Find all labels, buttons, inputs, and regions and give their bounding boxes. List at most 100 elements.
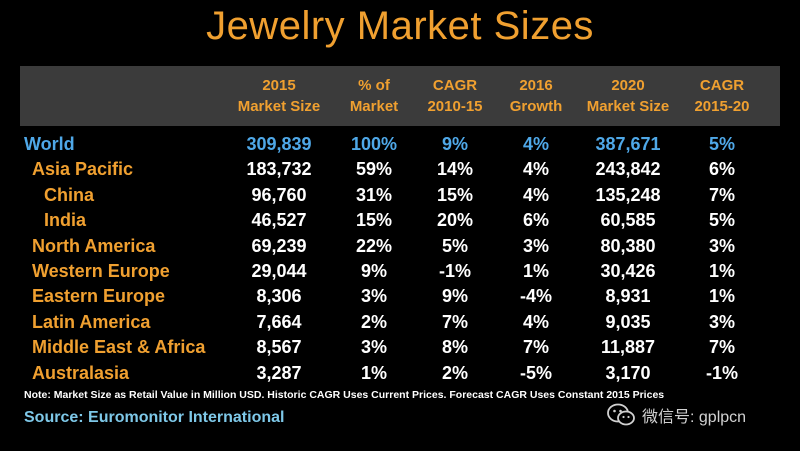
table-cell: 8%	[441, 337, 468, 358]
region-label: Latin America	[32, 311, 151, 332]
table-cell: 6%	[708, 159, 735, 180]
table-cell: 9%	[441, 286, 468, 307]
table-cell: 243,842	[595, 159, 661, 180]
column-header-5: 2020 Market Size	[568, 66, 688, 126]
table-cell: 7%	[708, 184, 735, 205]
table-cell: 3%	[360, 286, 387, 307]
table-row: Australasia 3,287 1% 2% -5% 3,170 -1%	[0, 361, 800, 386]
region-label: Eastern Europe	[32, 286, 166, 307]
table-cell: 22%	[355, 235, 393, 256]
table-cell: 100%	[350, 134, 398, 154]
table-cell: -5%	[519, 362, 552, 383]
table-row: China 96,760 31% 15% 4% 135,248 7%	[0, 183, 800, 208]
table-cell: 4%	[522, 134, 549, 154]
column-header-line: CAGR	[699, 77, 745, 94]
table-cell: 59%	[355, 159, 393, 180]
table-cell: 4%	[522, 311, 549, 332]
source-line: Source: Euromonitor International	[24, 409, 285, 426]
column-header-line: 2015	[262, 77, 296, 94]
table-cell: 2%	[441, 362, 468, 383]
region-label: World	[24, 134, 75, 154]
table-cell: 1%	[360, 362, 387, 383]
table-row: North America 69,239 22% 5% 3% 80,380 3%	[0, 234, 800, 259]
region-label: North America	[32, 235, 156, 256]
table-row: Asia Pacific 183,732 59% 14% 4% 243,842 6%	[0, 157, 800, 182]
column-header-line: Market Size	[586, 98, 670, 115]
table-cell: 15%	[436, 184, 474, 205]
column-header-3: CAGR 2010-15	[410, 66, 500, 126]
table-cell: 3%	[522, 235, 549, 256]
table-cell: 9%	[360, 261, 387, 281]
table-cell: 1%	[522, 261, 549, 281]
region-label: China	[44, 184, 95, 205]
column-header-4: 2016 Growth	[491, 66, 581, 126]
table-cell: 7%	[522, 337, 549, 358]
column-header-6: CAGR 2015-20	[677, 66, 767, 126]
column-header-line: Growth	[509, 98, 563, 115]
table-cell: 4%	[522, 184, 549, 205]
table-cell: 11,887	[600, 337, 656, 358]
table-cell: 3%	[360, 337, 387, 358]
table-row: Eastern Europe 8,306 3% 9% -4% 8,931 1%	[0, 284, 800, 309]
table-row: India 46,527 15% 20% 6% 60,585 5%	[0, 208, 800, 233]
table-row: Latin America 7,664 2% 7% 4% 9,035 3%	[0, 310, 800, 335]
table-cell: 3%	[708, 235, 735, 256]
region-label: Middle East & Africa	[32, 337, 206, 358]
table-cell: 96,760	[251, 184, 307, 205]
table-cell: 309,839	[246, 134, 312, 154]
table-cell: 8,306	[256, 286, 302, 307]
table-cell: 1%	[708, 286, 735, 307]
table-cell: 8,931	[605, 286, 651, 307]
table-cell: 5%	[708, 210, 735, 231]
region-label: India	[44, 210, 87, 231]
table-cell: 30,426	[600, 261, 656, 281]
table-cell: 69,239	[251, 235, 307, 256]
column-header-line: Market Size	[237, 98, 321, 115]
table-cell: 9%	[441, 134, 468, 154]
table-row: World 309,839 100% 9% 4% 387,671 5%	[0, 132, 800, 157]
table-cell: 60,585	[600, 210, 656, 231]
table-cell: 5%	[441, 235, 468, 256]
column-header-line: % of	[358, 77, 390, 94]
column-header-line: CAGR	[432, 77, 478, 94]
table-cell: 9,035	[605, 311, 651, 332]
table-cell: 6%	[522, 210, 549, 231]
table-row: Middle East & Africa 8,567 3% 8% 7% 11,887 7%	[0, 335, 800, 360]
table-cell: 387,671	[595, 134, 661, 154]
table-cell: 20%	[436, 210, 474, 231]
table-cell: 3%	[708, 311, 735, 332]
column-header-line: 2020	[611, 77, 645, 94]
table-cell: 8,567	[256, 337, 302, 358]
column-header-line: 2015-20	[694, 98, 750, 115]
table-cell: -1%	[438, 261, 471, 281]
table-cell: -4%	[519, 286, 552, 307]
table-cell: 7,664	[256, 311, 302, 332]
column-header-line: 2010-15	[427, 98, 483, 115]
watermark: 微信号: gplpcn	[606, 402, 746, 428]
region-label: Australasia	[32, 362, 130, 383]
table-cell: 2%	[360, 311, 387, 332]
column-header-2: % of Market	[329, 66, 419, 126]
column-header-line: 2016	[519, 77, 553, 94]
table-cell: 3,287	[256, 362, 302, 383]
table-cell: 7%	[441, 311, 468, 332]
table-cell: 7%	[708, 337, 735, 358]
table-cell: 31%	[355, 184, 393, 205]
watermark-text: 微信号: gplpcn	[642, 409, 747, 426]
region-label: Western Europe	[32, 261, 170, 281]
table-cell: 80,380	[600, 235, 656, 256]
column-header-line: Market	[349, 98, 399, 115]
chart-title: Jewelry Market Sizes	[206, 4, 594, 48]
table-cell: -1%	[705, 362, 738, 383]
table-cell: 183,732	[246, 159, 312, 180]
table-cell: 1%	[708, 261, 735, 281]
table-header-band	[20, 66, 780, 126]
wechat-icon	[607, 403, 635, 426]
region-label: Asia Pacific	[32, 159, 134, 180]
column-header-1: 2015 Market Size	[219, 66, 339, 126]
table-cell: 3,170	[605, 362, 651, 383]
table-cell: 5%	[708, 134, 735, 154]
table-cell: 4%	[522, 159, 549, 180]
table-cell: 135,248	[595, 184, 661, 205]
table-cell: 14%	[436, 159, 474, 180]
